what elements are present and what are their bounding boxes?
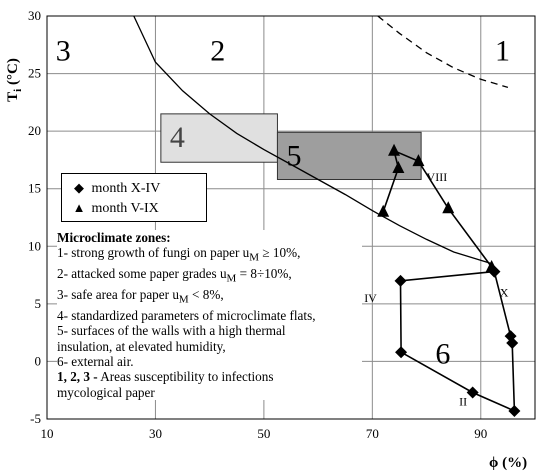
triangle-marker [392,160,405,173]
month-label-iv: IV [364,291,377,305]
boundary-curve-dashed [377,15,509,89]
y-tick-label: -5 [30,411,41,426]
triangle-marker [388,143,401,156]
legend-entry-v-ix: ▲ month V-IX [70,198,159,218]
zone-4-label: 4 [170,121,185,154]
triangle-marker [442,201,455,214]
y-tick-label: 0 [35,353,42,368]
diamond-marker [466,386,479,399]
series-line-1 [382,149,493,268]
zone-3-label: 3 [56,35,71,68]
x-tick-label: 90 [474,426,487,441]
legend-label: month V-IX [91,201,159,216]
zone-6-label: 6 [435,337,450,370]
triangle-marker [412,154,425,167]
month-label-ii: II [459,395,467,409]
y-tick-label: 10 [28,238,41,253]
legend: ◆ month X-IV ▲ month V-IX [61,173,207,222]
zone-2-label: 2 [210,35,225,68]
x-tick-label: 50 [257,426,270,441]
note-line-6: insulation, at elevated humidity, [57,338,226,354]
x-tick-label: 70 [366,426,379,441]
note-line-5: 5- surfaces of the walls with a high the… [57,323,286,339]
diamond-marker [506,337,519,350]
zone-1-label: 1 [495,35,510,68]
zone-4-rect [160,113,278,163]
triangle-marker [485,260,498,273]
y-axis-label: Ti (°C) [5,58,24,102]
zone-labels: 3 2 1 6 VIII X IV II [56,35,510,409]
series-markers [377,143,521,417]
boundary-curve-solid [133,15,492,265]
x-axis-label: ϕ (%) [489,455,527,471]
note-line-4: 4- standardized parameters of microclima… [57,308,316,324]
triangle-marker [377,204,390,217]
zones: 45 [160,113,422,181]
diamond-marker [395,346,408,359]
diamond-marker [394,274,407,287]
microclimate-notes: Microclimate zones: 1- strong growth of … [57,230,362,400]
y-tick-label: 30 [28,8,41,23]
month-label-x: X [500,285,509,299]
x-tick-label: 10 [41,426,54,441]
triangle-icon: ▲ [72,200,86,215]
plot-frame [46,15,536,420]
curves [133,15,509,265]
note-footer-2: mycological paper [57,384,155,400]
note-line-2: 2- attacked some paper grades uM = 8÷10%… [57,266,292,285]
note-line-3: 3- safe area for paper uM < 8%, [57,287,224,306]
x-tick-label: 30 [149,426,162,441]
note-line-7: 6- external air. [57,354,134,369]
diamond-marker [508,404,521,417]
y-tick-label: 20 [28,123,41,138]
month-label-viii: VIII [427,170,448,184]
zone-5-label: 5 [286,139,301,172]
y-tick-label: 5 [35,296,42,311]
diamond-icon: ◆ [74,180,84,195]
y-tick-label: 25 [28,66,41,81]
note-footer-1: 1, 2, 3 - Areas susceptibility to infect… [57,369,274,385]
y-tick-label: 15 [28,181,41,196]
legend-entry-x-iv: ◆ month X-IV [70,178,160,198]
notes-title: Microclimate zones: [57,230,171,245]
note-line-1: 1- strong growth of fungi on paper uM ≥ … [57,245,301,264]
legend-label: month X-IV [91,181,161,196]
series-line-0 [399,270,516,413]
